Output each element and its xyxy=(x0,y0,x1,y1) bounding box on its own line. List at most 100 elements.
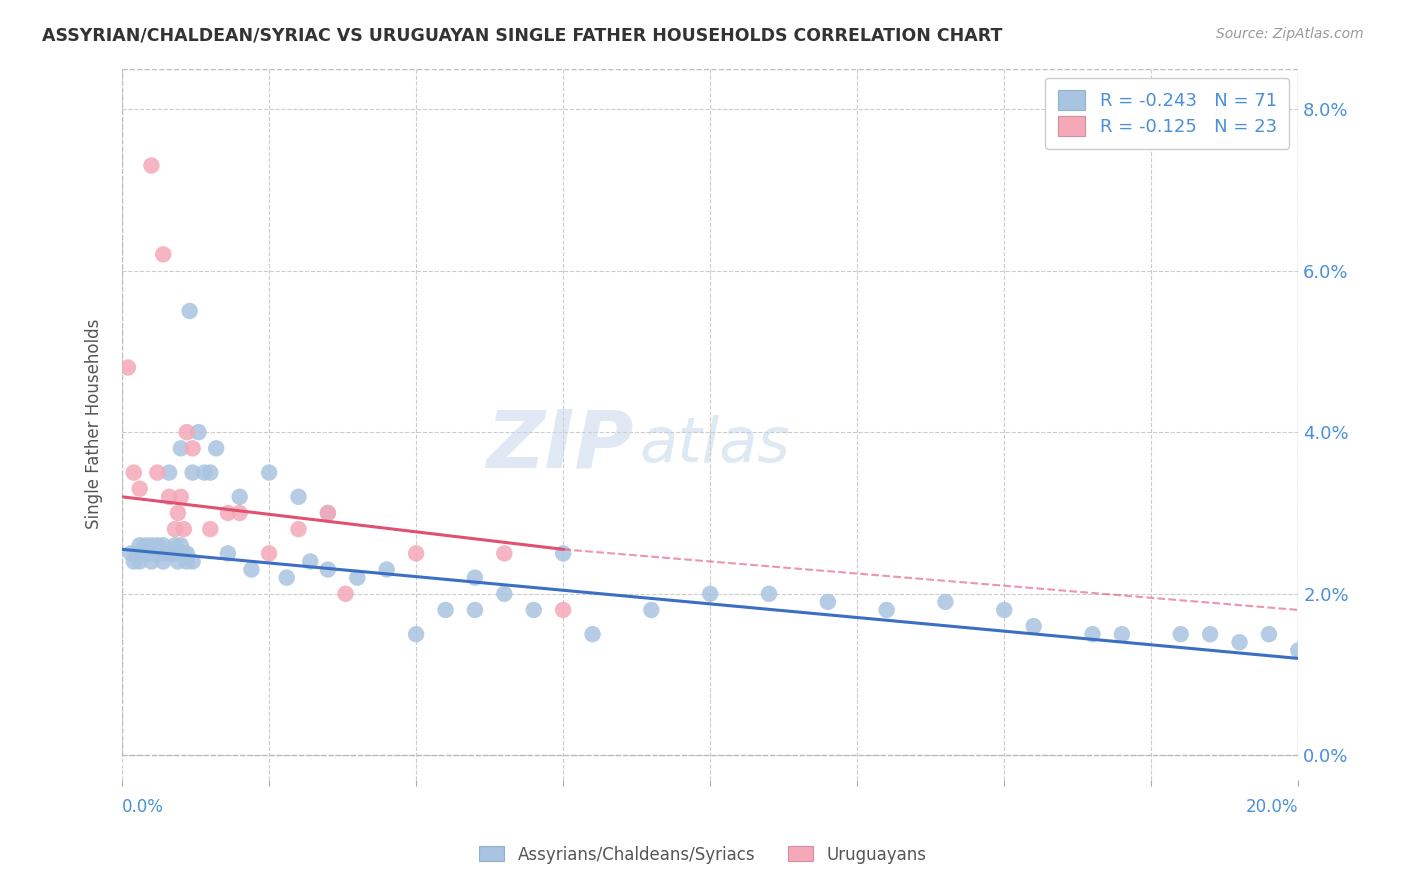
Point xyxy=(1258,627,1281,641)
Point xyxy=(200,466,222,480)
Point xyxy=(758,587,780,601)
Point xyxy=(141,546,163,560)
Point xyxy=(143,546,166,560)
Point xyxy=(163,522,186,536)
Point xyxy=(335,587,357,601)
Y-axis label: Single Father Households: Single Father Households xyxy=(86,319,103,529)
Point xyxy=(299,554,322,568)
Point xyxy=(287,490,309,504)
Point xyxy=(152,247,174,261)
Point xyxy=(228,490,250,504)
Point xyxy=(187,425,209,439)
Point xyxy=(181,442,204,456)
Point xyxy=(173,522,195,536)
Point xyxy=(240,563,263,577)
Point xyxy=(138,546,160,560)
Point xyxy=(1022,619,1045,633)
Point xyxy=(170,546,193,560)
Point xyxy=(287,522,309,536)
Point xyxy=(176,425,198,439)
Point xyxy=(405,546,427,560)
Point xyxy=(699,587,721,601)
Legend: Assyrians/Chaldeans/Syriacs, Uruguayans: Assyrians/Chaldeans/Syriacs, Uruguayans xyxy=(472,839,934,871)
Point xyxy=(1111,627,1133,641)
Point xyxy=(146,538,169,552)
Point xyxy=(553,603,575,617)
Point xyxy=(217,506,239,520)
Point xyxy=(553,546,575,560)
Point xyxy=(149,546,172,560)
Point xyxy=(1081,627,1104,641)
Point xyxy=(993,603,1015,617)
Point xyxy=(155,546,177,560)
Point xyxy=(167,506,190,520)
Point xyxy=(257,546,280,560)
Point xyxy=(494,546,516,560)
Legend: R = -0.243   N = 71, R = -0.125   N = 23: R = -0.243 N = 71, R = -0.125 N = 23 xyxy=(1046,78,1289,149)
Point xyxy=(181,466,204,480)
Point xyxy=(316,506,339,520)
Point xyxy=(135,538,157,552)
Point xyxy=(640,603,662,617)
Text: 0.0%: 0.0% xyxy=(122,797,165,815)
Point xyxy=(1229,635,1251,649)
Point xyxy=(157,490,180,504)
Point xyxy=(167,554,190,568)
Point xyxy=(228,506,250,520)
Point xyxy=(125,546,148,560)
Point xyxy=(122,554,145,568)
Point xyxy=(135,546,157,560)
Point xyxy=(316,506,339,520)
Point xyxy=(179,304,201,318)
Point xyxy=(163,538,186,552)
Point xyxy=(405,627,427,641)
Point xyxy=(434,603,457,617)
Point xyxy=(176,554,198,568)
Point xyxy=(141,538,163,552)
Point xyxy=(494,587,516,601)
Text: 20.0%: 20.0% xyxy=(1246,797,1298,815)
Point xyxy=(122,466,145,480)
Text: ASSYRIAN/CHALDEAN/SYRIAC VS URUGUAYAN SINGLE FATHER HOUSEHOLDS CORRELATION CHART: ASSYRIAN/CHALDEAN/SYRIAC VS URUGUAYAN SI… xyxy=(42,27,1002,45)
Point xyxy=(181,554,204,568)
Point xyxy=(200,522,222,536)
Point xyxy=(205,442,228,456)
Point xyxy=(157,466,180,480)
Point xyxy=(152,554,174,568)
Point xyxy=(876,603,898,617)
Point xyxy=(217,546,239,560)
Point xyxy=(1199,627,1222,641)
Point xyxy=(817,595,839,609)
Point xyxy=(346,571,368,585)
Point xyxy=(163,546,186,560)
Point xyxy=(170,538,193,552)
Point xyxy=(173,546,195,560)
Point xyxy=(170,490,193,504)
Text: Source: ZipAtlas.com: Source: ZipAtlas.com xyxy=(1216,27,1364,41)
Point xyxy=(1286,643,1309,657)
Point xyxy=(141,554,163,568)
Point xyxy=(1170,627,1192,641)
Point xyxy=(152,538,174,552)
Point xyxy=(464,603,486,617)
Point xyxy=(141,159,163,173)
Point xyxy=(375,563,398,577)
Point xyxy=(170,442,193,456)
Point xyxy=(146,466,169,480)
Point xyxy=(257,466,280,480)
Point xyxy=(128,554,150,568)
Point xyxy=(316,563,339,577)
Point xyxy=(581,627,603,641)
Point xyxy=(160,546,183,560)
Point xyxy=(128,482,150,496)
Point xyxy=(523,603,546,617)
Point xyxy=(117,360,139,375)
Text: atlas: atlas xyxy=(640,416,790,475)
Point xyxy=(193,466,215,480)
Point xyxy=(146,546,169,560)
Point xyxy=(120,546,142,560)
Point xyxy=(276,571,298,585)
Point xyxy=(131,546,153,560)
Text: ZIP: ZIP xyxy=(486,407,634,484)
Point xyxy=(934,595,956,609)
